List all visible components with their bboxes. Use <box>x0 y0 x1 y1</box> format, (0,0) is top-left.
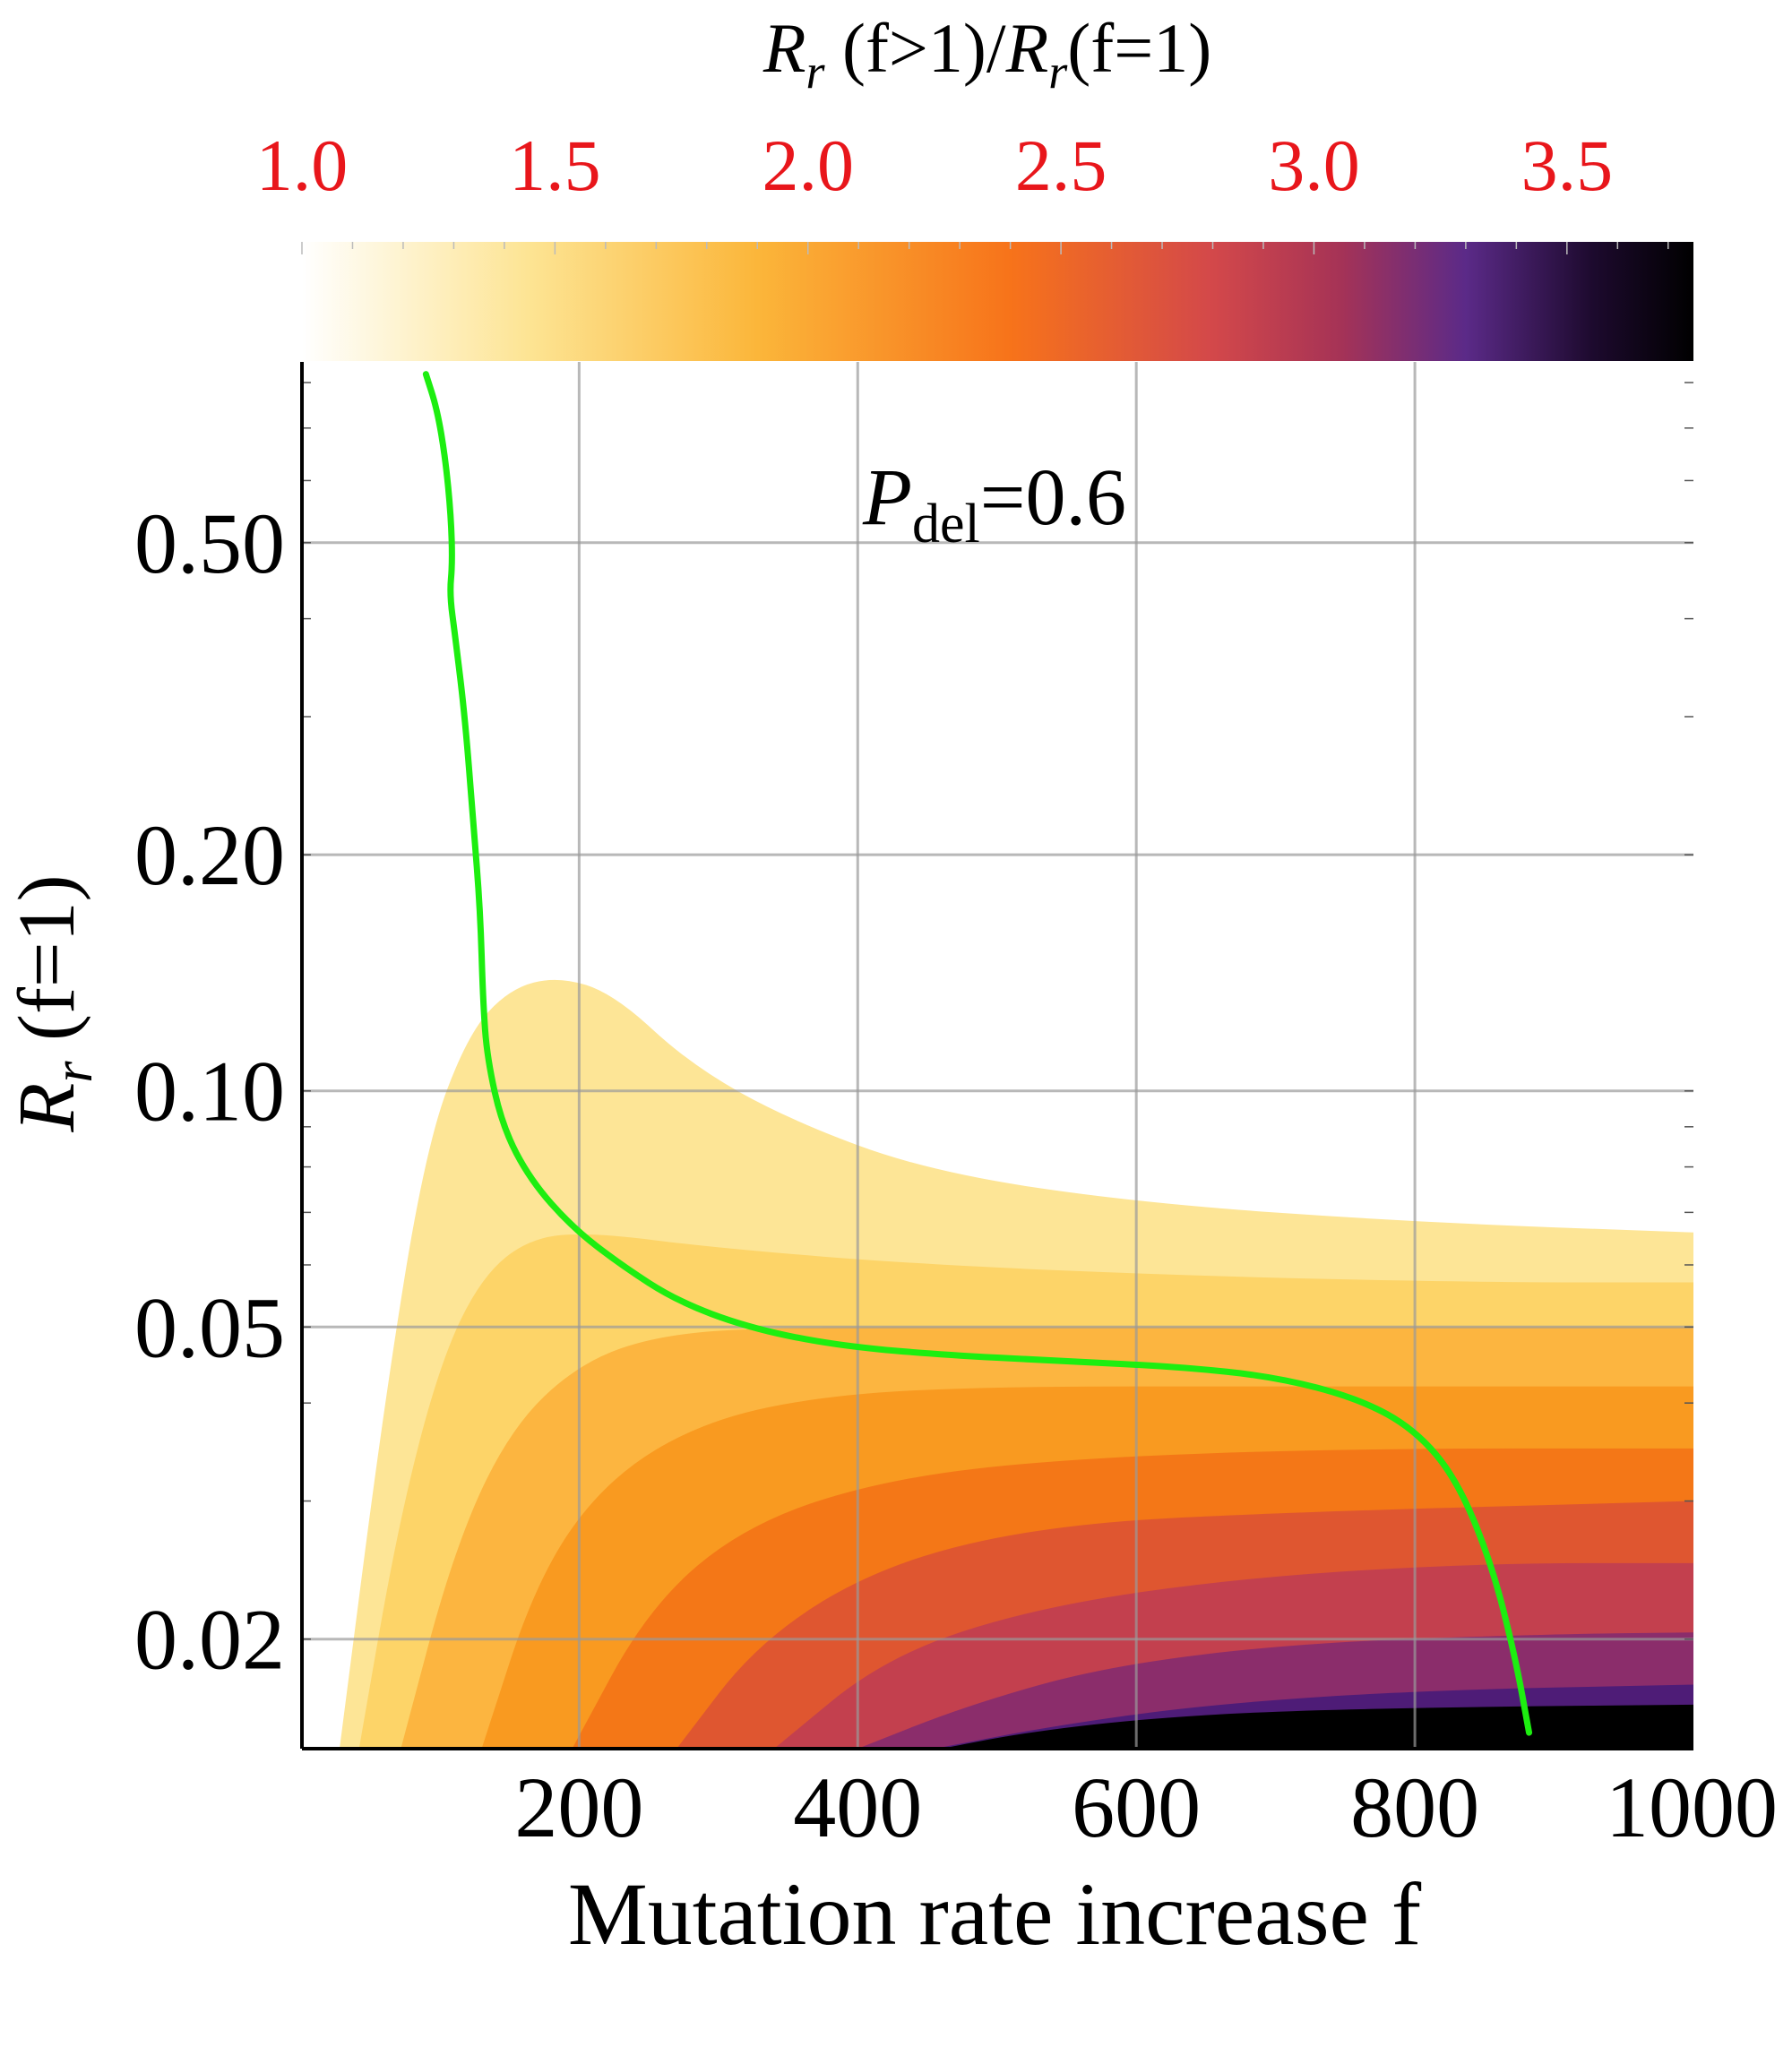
grid-lines <box>302 362 1693 1749</box>
series-curve <box>422 371 1533 1736</box>
x-tick-label: 400 <box>793 1759 922 1855</box>
y-tick-labels: 0.02 0.05 0.10 0.20 0.50 <box>134 495 285 1688</box>
y-axis-label: Rr (f=1) <box>3 874 104 1132</box>
x-tick-label: 200 <box>514 1759 643 1855</box>
contour-region-3.7 <box>941 1704 1693 1749</box>
y-tick-label: 0.50 <box>134 495 285 591</box>
colorbar <box>302 242 1693 361</box>
colorbar-title: Rr (f>1)/Rr(f=1) <box>762 9 1211 99</box>
annotation-pdel: Pdel=0.6 <box>862 453 1126 555</box>
x-axis-label: Mutation rate increase f <box>568 1864 1422 1964</box>
x-tick-label: 600 <box>1072 1759 1201 1855</box>
x-tick-label: 1000 <box>1606 1759 1778 1855</box>
y-tick-label: 0.10 <box>134 1044 285 1140</box>
colorbar-tick-label: 3.5 <box>1521 125 1614 206</box>
x-tick-labels: 200 400 600 800 1000 <box>514 1759 1778 1855</box>
contour-regions <box>339 979 1693 1749</box>
series-layer <box>422 371 1533 1736</box>
colorbar-tick-labels: 1.0 1.5 2.0 2.5 3.0 3.5 <box>256 125 1613 206</box>
colorbar-tick-label: 2.5 <box>1015 125 1107 206</box>
colorbar-tick-label: 1.5 <box>509 125 601 206</box>
y-tick-label: 0.20 <box>134 807 285 903</box>
y-tick-label: 0.05 <box>134 1279 285 1375</box>
colorbar-minor-ticks <box>301 242 1669 254</box>
colorbar-tick-label: 3.0 <box>1268 125 1360 206</box>
x-tick-label: 800 <box>1350 1759 1479 1855</box>
colorbar-tick-label: 2.0 <box>762 125 854 206</box>
y-tick-label: 0.02 <box>134 1592 285 1688</box>
colorbar-tick-label: 1.0 <box>256 125 349 206</box>
